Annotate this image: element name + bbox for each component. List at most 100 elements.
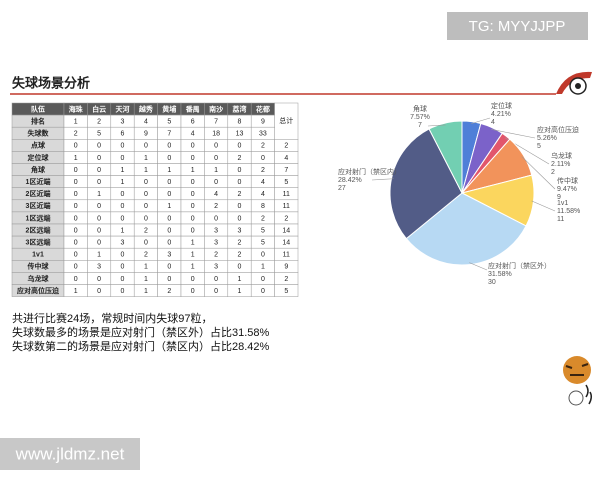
cell-text: 1: [97, 191, 101, 198]
slice-count: 30: [488, 279, 496, 286]
tiger-logo: [563, 356, 593, 406]
cell-text: 1: [261, 264, 265, 271]
cell-text: 1: [144, 288, 148, 295]
cell-text: 4: [191, 131, 195, 138]
cell-text: 1: [144, 276, 148, 283]
summary-line: 失球数最多的场景是应对射门（禁区外）占比31.58%: [12, 325, 270, 339]
cell-text: 0: [74, 215, 78, 222]
cell-text: 1: [144, 264, 148, 271]
cell-text: 2: [261, 143, 265, 150]
cell-text: 9: [284, 264, 288, 271]
cell-text: 2: [144, 227, 148, 234]
logo-swoosh: [556, 71, 592, 94]
cell-text: 0: [261, 155, 265, 162]
cell-text: 0: [97, 203, 101, 210]
tiger-ball: [568, 390, 584, 406]
cell-text: 4: [284, 155, 288, 162]
slice-percent: 28.42%: [338, 177, 362, 184]
cell-text: 5: [261, 227, 265, 234]
cell-text: 2: [214, 203, 218, 210]
slice-count: 11: [557, 216, 564, 223]
header-text: 南沙: [209, 104, 223, 113]
slice-count: 4: [491, 119, 495, 126]
cell-text: 18: [212, 131, 220, 138]
slice-percent: 4.21%: [491, 111, 511, 118]
cell-text: 0: [167, 227, 171, 234]
row-label: 1v1: [32, 252, 44, 259]
cell-text: 0: [214, 276, 218, 283]
cell-text: 0: [121, 215, 125, 222]
cell-text: 0: [261, 276, 265, 283]
cell-text: 5: [97, 131, 101, 138]
slice-label: 1v1: [557, 200, 568, 207]
cell-text: 0: [214, 155, 218, 162]
cell-text: 0: [191, 288, 195, 295]
cell-text: 0: [74, 191, 78, 198]
cell-text: 4: [214, 191, 218, 198]
logo-ball-center: [575, 83, 581, 89]
cell-text: 0: [167, 143, 171, 150]
leader-line: [491, 129, 536, 139]
cell-text: 0: [238, 167, 242, 174]
leader-line: [427, 124, 446, 127]
slice-percent: 5.26%: [537, 135, 557, 142]
pie-chart: 定位球4.21%4应对高位压迫5.26%5乌龙球2.11%2传中球9.47%91…: [338, 101, 580, 286]
tiger-head: [563, 356, 591, 384]
cell-text: 1: [238, 276, 242, 283]
cell-text: 4: [261, 191, 265, 198]
slice-label: 应对射门（禁区内）: [338, 167, 401, 176]
cell-text: 0: [191, 143, 195, 150]
cell-text: 0: [167, 239, 171, 246]
cell-text: 0: [144, 143, 148, 150]
cell-text: 3: [121, 239, 125, 246]
cell-text: 0: [121, 155, 125, 162]
cell-text: 2: [144, 252, 148, 259]
pie-slice: [405, 192, 527, 266]
cell-text: 1: [167, 203, 171, 210]
slice-count: 9: [557, 194, 561, 201]
slice-count: 5: [537, 143, 541, 150]
cell-text: 1: [121, 227, 125, 234]
cell: [274, 284, 299, 297]
slice-label: 乌龙球: [551, 151, 572, 160]
cell-text: 0: [97, 276, 101, 283]
slice-label: 定位球: [491, 101, 512, 110]
cell-text: 8: [261, 203, 265, 210]
cell-text: 33: [259, 131, 267, 138]
cell-text: 2: [261, 167, 265, 174]
cell-text: 0: [74, 252, 78, 259]
cell-text: 0: [238, 143, 242, 150]
tiger-calligraphy: [585, 384, 593, 405]
cell-text: 0: [97, 143, 101, 150]
leader-line: [531, 200, 556, 212]
cell-text: 5: [284, 288, 288, 295]
tg-box: [447, 12, 588, 40]
cell-text: 6: [121, 131, 125, 138]
cell-text: 1: [191, 264, 195, 271]
cell-text: 2: [74, 131, 78, 138]
cell-text: 0: [261, 288, 265, 295]
cell-text: 14: [282, 227, 290, 234]
row-label: 点球: [31, 141, 46, 150]
cell-text: 0: [167, 191, 171, 198]
cell-text: 0: [74, 227, 78, 234]
cell-text: 0: [97, 239, 101, 246]
total-header-text: 总计: [279, 116, 293, 125]
cell-text: 0: [74, 167, 78, 174]
slice-count: 2: [551, 169, 555, 176]
cell-text: 0: [121, 143, 125, 150]
cell-text: 3: [214, 239, 218, 246]
cell-text: 1: [191, 167, 195, 174]
cell-text: 0: [97, 215, 101, 222]
cell-text: 0: [191, 179, 195, 186]
cell-text: 0: [238, 203, 242, 210]
cell-text: 2: [97, 118, 101, 125]
cell-text: 9: [144, 131, 148, 138]
cell-text: 0: [121, 264, 125, 271]
row-label: 失球数: [28, 129, 50, 138]
cell-text: 0: [238, 179, 242, 186]
cell-text: 0: [214, 215, 218, 222]
logo: [556, 71, 592, 95]
cell-text: 0: [167, 155, 171, 162]
